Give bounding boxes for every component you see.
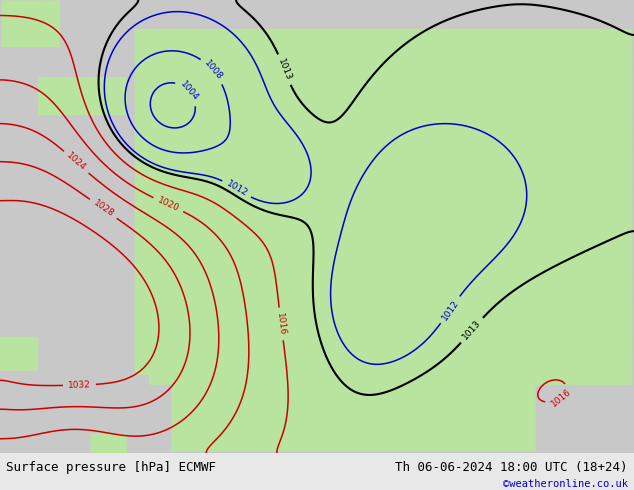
- Text: 1028: 1028: [91, 198, 115, 219]
- Text: ©weatheronline.co.uk: ©weatheronline.co.uk: [503, 480, 628, 490]
- Text: 1013: 1013: [276, 57, 293, 82]
- Text: 1032: 1032: [68, 380, 91, 390]
- Text: 1012: 1012: [440, 298, 460, 322]
- Text: 1024: 1024: [65, 151, 87, 173]
- Text: 1016: 1016: [275, 312, 287, 336]
- Text: Th 06-06-2024 18:00 UTC (18+24): Th 06-06-2024 18:00 UTC (18+24): [395, 461, 628, 474]
- Text: 1012: 1012: [224, 179, 249, 198]
- Text: 1016: 1016: [549, 388, 573, 409]
- Text: 1013: 1013: [461, 318, 483, 342]
- Text: 1004: 1004: [178, 80, 200, 103]
- Text: 1020: 1020: [156, 196, 181, 214]
- Text: 1008: 1008: [202, 59, 224, 82]
- Text: Surface pressure [hPa] ECMWF: Surface pressure [hPa] ECMWF: [6, 461, 216, 474]
